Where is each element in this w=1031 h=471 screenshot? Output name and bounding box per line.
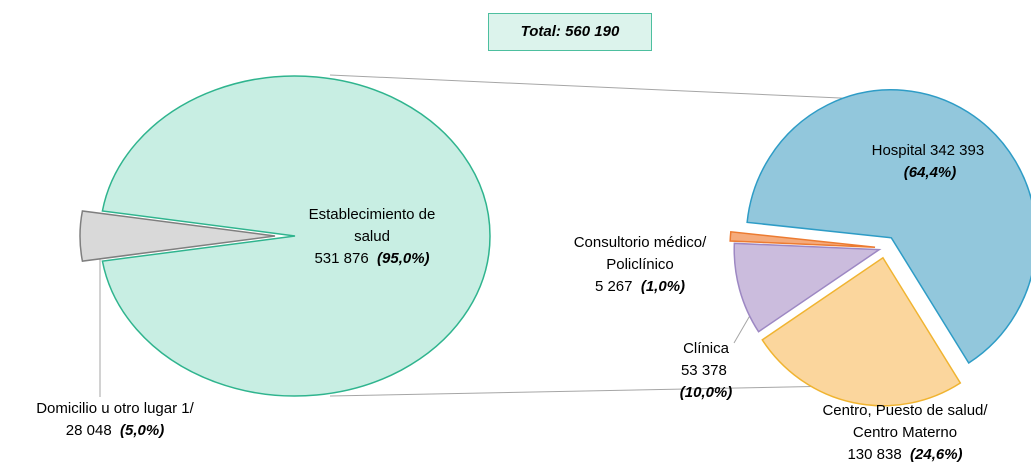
value-line: 53 378 (10,0%) [666, 360, 746, 404]
value-line: 130 838 (24,6%) [805, 444, 1005, 466]
data-label: Centro, Puesto de salud/ Centro Materno … [805, 400, 1005, 466]
category-label: Establecimiento de salud [308, 206, 436, 245]
category-label: Centro, Puesto de salud/ Centro Materno [822, 402, 988, 441]
data-label: Clínica 53 378 (10,0%) [666, 338, 746, 404]
pie-slice [761, 256, 962, 407]
pie-slice [79, 210, 276, 262]
value-line: 28 048 (5,0%) [0, 420, 235, 442]
value-label: 5 267 [594, 278, 633, 295]
pie-slice [746, 89, 1031, 365]
value-label: 342 393 [929, 142, 985, 159]
value-label: 130 838 [847, 446, 902, 463]
value-line: 531 876 (95,0%) [302, 248, 442, 270]
category-label: Domicilio u otro lugar 1/ [36, 400, 194, 417]
value-line: 5 267 (1,0%) [555, 276, 725, 298]
category-label: Hospital [871, 142, 926, 159]
pie-slice [729, 230, 876, 249]
data-label: Consultorio médico/ Policlínico 5 267 (1… [555, 232, 725, 298]
data-label: Domicilio u otro lugar 1/ 28 048 (5,0%) [0, 398, 235, 442]
percent-label: (1,0%) [640, 278, 686, 295]
data-label: Hospital 342 393 (64,4%) [871, 140, 989, 184]
value-label: 531 876 [314, 250, 369, 267]
connector [329, 74, 886, 101]
percent-line: (10,0%) [666, 382, 746, 404]
pie-slice [101, 75, 491, 397]
value-label: 53 378 [680, 362, 727, 379]
category-label: Consultorio médico/ Policlínico [573, 234, 707, 273]
data-label: Establecimiento de salud 531 876 (95,0%) [302, 204, 442, 270]
percent-label: (64,4%) [903, 164, 957, 181]
percent-label: (24,6%) [910, 446, 963, 463]
percent-label: (5,0%) [120, 422, 165, 439]
connector [329, 384, 891, 397]
total-box: Total: 560 190 [488, 13, 652, 51]
category-label: Clínica [683, 340, 729, 357]
leader-line [733, 311, 753, 344]
value-label: 28 048 [65, 422, 112, 439]
percent-label: (10,0%) [679, 384, 733, 401]
percent-label: (95,0%) [377, 250, 430, 267]
pie-slice [733, 242, 882, 333]
